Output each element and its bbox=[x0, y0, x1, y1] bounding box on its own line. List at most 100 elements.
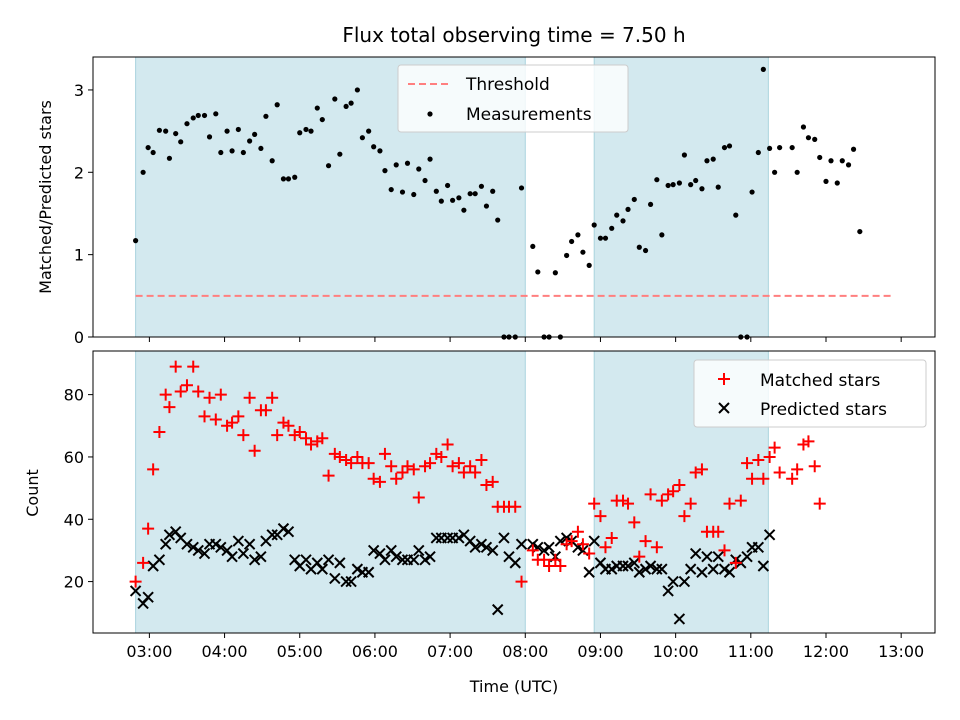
measurement-point bbox=[206, 134, 213, 140]
measurement-point bbox=[647, 201, 654, 208]
predicted-point bbox=[509, 557, 521, 569]
predicted-points bbox=[129, 522, 776, 625]
matched-point bbox=[396, 466, 409, 479]
measurement-point bbox=[195, 112, 201, 119]
measurement-point bbox=[371, 144, 377, 150]
measurement-point bbox=[490, 188, 496, 194]
measurement-point bbox=[427, 156, 433, 162]
matched-point bbox=[576, 538, 589, 551]
legend-matched-swatch bbox=[718, 373, 730, 385]
matched-point bbox=[259, 404, 272, 417]
predicted-point bbox=[129, 585, 142, 597]
measurement-point bbox=[456, 195, 462, 201]
measurement-point bbox=[812, 136, 818, 142]
measurement-point bbox=[240, 149, 246, 156]
matched-point bbox=[678, 510, 691, 523]
predicted-point bbox=[163, 529, 176, 541]
predicted-point bbox=[300, 554, 312, 566]
predicted-point bbox=[763, 529, 776, 541]
matched-point bbox=[333, 450, 346, 463]
measurement-point bbox=[178, 139, 184, 145]
matched-point bbox=[351, 450, 364, 463]
matched-point bbox=[565, 535, 578, 548]
measurement-point bbox=[411, 191, 417, 198]
measurement-point bbox=[794, 169, 800, 175]
matched-point bbox=[639, 535, 652, 548]
x-tick-label: 04:00 bbox=[202, 642, 248, 661]
predicted-point bbox=[651, 563, 663, 575]
predicted-point bbox=[741, 550, 753, 563]
measurement-point bbox=[733, 212, 739, 218]
measurement-point bbox=[767, 145, 773, 152]
measurement-point bbox=[467, 191, 473, 197]
measurement-point bbox=[721, 144, 728, 151]
x-tick-label: 07:00 bbox=[427, 642, 473, 661]
x-tick-label: 11:00 bbox=[728, 642, 774, 661]
predicted-point bbox=[701, 550, 713, 563]
matched-point bbox=[599, 541, 612, 554]
predicted-point bbox=[424, 550, 436, 563]
measurement-point bbox=[343, 103, 349, 110]
predicted-point bbox=[441, 532, 454, 544]
measurement-point bbox=[620, 218, 626, 224]
matched-point bbox=[515, 575, 528, 588]
measurement-point bbox=[433, 188, 439, 194]
predicted-point bbox=[408, 554, 420, 566]
predicted-point bbox=[543, 541, 555, 554]
measurement-point bbox=[184, 121, 190, 127]
measurement-point bbox=[308, 128, 314, 134]
top-legend: Threshold Measurements bbox=[397, 64, 629, 133]
predicted-point bbox=[588, 535, 600, 547]
matched-point bbox=[169, 360, 182, 373]
measurement-point bbox=[292, 174, 298, 180]
measurement-point bbox=[422, 177, 428, 184]
predicted-point bbox=[396, 554, 409, 566]
predicted-point bbox=[322, 554, 335, 566]
matched-point bbox=[192, 385, 205, 398]
measurement-point bbox=[670, 182, 676, 188]
matched-point bbox=[401, 460, 414, 473]
measurement-point bbox=[393, 162, 399, 168]
legend-matched-label: Matched stars bbox=[760, 371, 880, 391]
measurement-point bbox=[314, 105, 320, 111]
predicted-point bbox=[628, 557, 640, 569]
matched-point bbox=[628, 516, 641, 529]
measurement-point bbox=[614, 212, 620, 218]
predicted-point bbox=[334, 557, 346, 569]
matched-point bbox=[232, 410, 245, 423]
measurement-point bbox=[777, 144, 783, 151]
measurement-point bbox=[642, 247, 649, 254]
bottom-x-ticks: 03:00 04:00 05:00 06:00 07:00 08:00 09:00 10:00… bbox=[126, 633, 924, 661]
predicted-point bbox=[617, 560, 629, 572]
matched-point bbox=[673, 478, 686, 491]
predicted-point bbox=[187, 541, 199, 554]
matched-point bbox=[768, 441, 781, 454]
predicted-point bbox=[538, 544, 550, 557]
measurement-point bbox=[229, 148, 235, 154]
predicted-point bbox=[718, 563, 731, 575]
x-tick-label: 05:00 bbox=[277, 642, 323, 661]
matched-point bbox=[322, 469, 335, 482]
predicted-point bbox=[696, 566, 708, 578]
measurement-point bbox=[597, 235, 604, 241]
measurement-point bbox=[218, 149, 224, 156]
predicted-point bbox=[723, 566, 736, 578]
measurement-point bbox=[163, 128, 169, 134]
matched-point bbox=[543, 560, 556, 573]
matched-point bbox=[773, 466, 786, 479]
measurement-point bbox=[586, 262, 592, 268]
measurement-point bbox=[591, 222, 597, 228]
predicted-point bbox=[248, 554, 261, 566]
predicted-point bbox=[492, 603, 504, 616]
matched-point bbox=[734, 494, 747, 507]
chart-title: Flux total observing time = 7.50 h bbox=[342, 23, 685, 47]
predicted-point bbox=[226, 550, 238, 563]
measurement-point bbox=[269, 158, 275, 164]
matched-point bbox=[362, 457, 375, 470]
measurement-point bbox=[625, 206, 631, 212]
matched-point bbox=[163, 401, 176, 414]
matched-point bbox=[203, 391, 216, 404]
measurement-point bbox=[450, 197, 456, 203]
matched-point bbox=[345, 457, 358, 470]
measurement-point bbox=[823, 178, 829, 184]
